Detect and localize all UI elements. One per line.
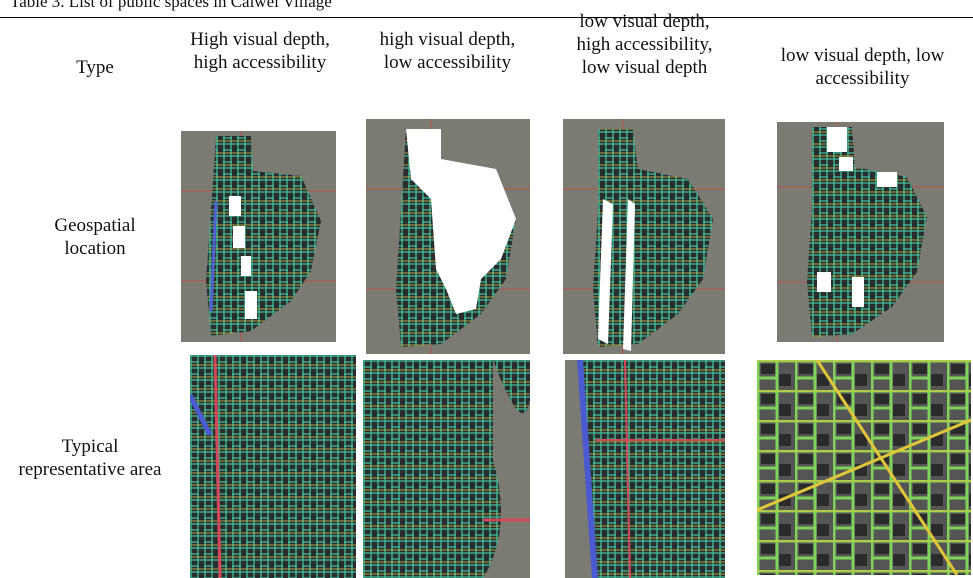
- map-image: [777, 122, 944, 342]
- map-image: [366, 119, 530, 354]
- header-cell: high visual depth, low accessibility: [379, 29, 516, 73]
- area-image: [190, 355, 356, 578]
- area-image: [565, 360, 725, 578]
- row-label: Typical representative area: [18, 436, 162, 480]
- header-cell: low visual depth, high accessibility, lo…: [576, 11, 713, 78]
- top-rule: [0, 17, 973, 18]
- row-label: Geospatial location: [54, 215, 136, 259]
- area-image: [757, 360, 971, 575]
- map-image: [181, 131, 336, 342]
- header-cell: High visual depth, high accessibility: [190, 29, 330, 73]
- header-cell: Type: [76, 57, 114, 78]
- area-image: [363, 360, 530, 578]
- map-image: [563, 119, 725, 354]
- caption: Table 3. List of public spaces in Caiwei…: [10, 0, 332, 11]
- header-cell: low visual depth, low accessibility: [780, 45, 945, 89]
